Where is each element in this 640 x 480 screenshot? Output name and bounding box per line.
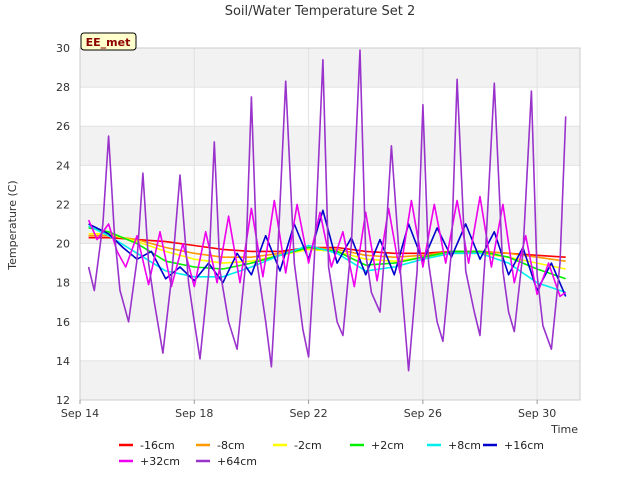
legend-label: -2cm — [294, 439, 322, 452]
legend-label: +64cm — [217, 455, 257, 468]
y-tick-label: 22 — [56, 198, 70, 211]
y-axis-ticks: 12 14 16 18 20 22 24 26 28 30 — [56, 42, 70, 407]
y-tick-label: 26 — [56, 120, 70, 133]
chart-title: Soil/Water Temperature Set 2 — [225, 4, 416, 19]
legend-label: +8cm — [448, 439, 481, 452]
y-tick-label: 28 — [56, 81, 70, 94]
station-badge-box — [80, 32, 137, 51]
series-line-64cm — [87, 49, 567, 372]
legend-item: +64cm — [196, 455, 257, 468]
x-tick-label: Sep 26 — [404, 407, 442, 420]
x-tick-label: Sep 18 — [175, 407, 213, 420]
legend-item: +16cm — [483, 439, 544, 452]
x-tick-label: Sep 22 — [289, 407, 327, 420]
legend-label: +2cm — [371, 439, 404, 452]
grid-band — [80, 360, 580, 400]
x-axis-ticks: Sep 14 Sep 18 Sep 22 Sep 26 Sep 30 — [61, 400, 556, 420]
y-tick-label: 16 — [56, 316, 70, 329]
y-tick-label: 12 — [56, 394, 70, 407]
y-tick-label: 20 — [56, 238, 70, 251]
station-badge-label: EE_met — [86, 36, 131, 49]
legend-item: +8cm — [427, 439, 481, 452]
grid-band — [80, 48, 580, 88]
legend-item: +2cm — [350, 439, 404, 452]
x-tick-label: Sep 14 — [61, 407, 99, 420]
legend-item: -2cm — [273, 439, 322, 452]
legend-label: +16cm — [504, 439, 544, 452]
grid-bands — [80, 48, 580, 400]
x-tick-label: Sep 30 — [518, 407, 556, 420]
legend-item: +32cm — [119, 455, 180, 468]
x-axis-label: Time — [550, 423, 578, 436]
legend: -16cm -8cm -2cm +2cm +8cm +16cm +32cm +64cm — [119, 439, 544, 468]
grid-band — [80, 282, 580, 322]
station-badge: EE_met — [80, 32, 137, 51]
series-layer — [87, 49, 567, 372]
y-tick-label: 18 — [56, 277, 70, 290]
legend-label: -16cm — [140, 439, 175, 452]
legend-label: -8cm — [217, 439, 245, 452]
legend-label: +32cm — [140, 455, 180, 468]
grid-band — [80, 126, 580, 166]
legend-item: -8cm — [196, 439, 245, 452]
y-tick-label: 30 — [56, 42, 70, 55]
y-axis-label: Temperature (C) — [6, 180, 19, 270]
plot-frame — [79, 47, 581, 401]
series-line-32cm — [87, 195, 567, 298]
y-tick-label: 14 — [56, 355, 70, 368]
legend-item: -16cm — [119, 439, 175, 452]
y-tick-label: 24 — [56, 159, 70, 172]
